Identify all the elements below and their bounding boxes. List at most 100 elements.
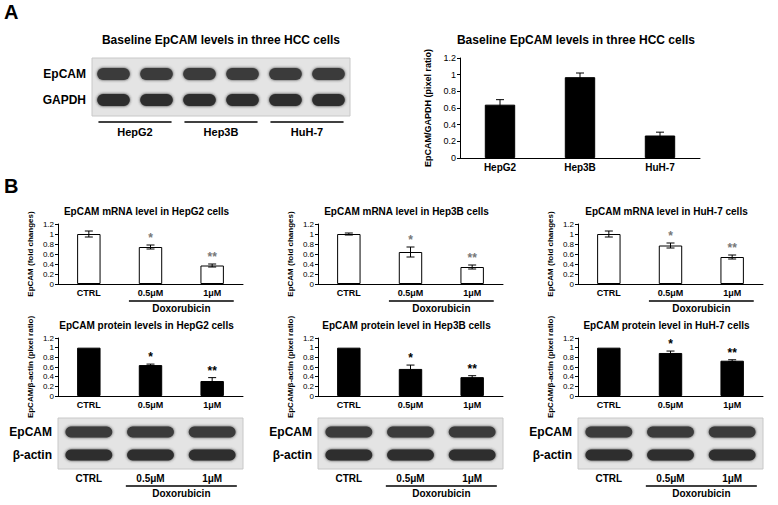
svg-text:1μM: 1μM	[203, 400, 221, 410]
svg-text:0.8: 0.8	[563, 240, 575, 249]
svg-text:Doxorubicin: Doxorubicin	[412, 303, 470, 314]
svg-text:0.8: 0.8	[303, 240, 315, 249]
svg-text:EpCAM (fold changes): EpCAM (fold changes)	[286, 211, 295, 297]
svg-text:HepG2: HepG2	[484, 162, 517, 173]
svg-text:EpCAM protein level in HuH-7 c: EpCAM protein level in HuH-7 cells	[583, 320, 750, 331]
svg-text:0.2: 0.2	[303, 382, 315, 391]
svg-text:1: 1	[50, 343, 55, 352]
svg-text:1: 1	[451, 70, 456, 80]
svg-text:0: 0	[50, 280, 55, 289]
svg-text:1.2: 1.2	[43, 334, 55, 343]
svg-text:**: **	[727, 346, 737, 360]
svg-text:0.5μM: 0.5μM	[138, 288, 164, 298]
svg-text:EpCAM/GAPDH (pixel ratio): EpCAM/GAPDH (pixel ratio)	[423, 49, 433, 167]
svg-text:0.4: 0.4	[43, 372, 55, 381]
svg-text:1.2: 1.2	[563, 334, 575, 343]
svg-text:1.2: 1.2	[443, 53, 456, 63]
svg-text:EpCAM (fold changes): EpCAM (fold changes)	[26, 211, 35, 297]
svg-text:CTRL: CTRL	[595, 473, 622, 484]
svg-text:*: *	[668, 337, 673, 351]
svg-text:0.6: 0.6	[563, 363, 575, 372]
svg-text:0.8: 0.8	[303, 353, 315, 362]
svg-text:1: 1	[310, 343, 315, 352]
svg-text:0.5μM: 0.5μM	[138, 400, 164, 410]
svg-text:1: 1	[50, 230, 55, 239]
svg-text:Doxorubicin: Doxorubicin	[672, 488, 730, 499]
svg-text:0.5μM: 0.5μM	[396, 473, 424, 484]
svg-text:CTRL: CTRL	[77, 288, 101, 298]
svg-text:**: **	[467, 362, 477, 376]
svg-text:0.4: 0.4	[563, 260, 575, 269]
svg-text:CTRL: CTRL	[337, 400, 361, 410]
svg-text:**: **	[207, 364, 217, 378]
svg-text:GAPDH: GAPDH	[43, 93, 86, 107]
svg-text:**: **	[727, 241, 737, 255]
svg-text:1μM: 1μM	[462, 473, 482, 484]
svg-text:Doxorubicin: Doxorubicin	[152, 303, 210, 314]
svg-text:*: *	[148, 231, 153, 245]
svg-text:0.5μM: 0.5μM	[398, 288, 424, 298]
svg-text:0.8: 0.8	[43, 353, 55, 362]
svg-text:EpCAM/β-actin (pixel ratio): EpCAM/β-actin (pixel ratio)	[286, 316, 295, 419]
svg-text:β-actin: β-actin	[273, 448, 312, 462]
svg-text:0.2: 0.2	[443, 136, 456, 146]
svg-text:Baseline EpCAM levels in three: Baseline EpCAM levels in three HCC cells	[102, 33, 340, 47]
svg-text:1.2: 1.2	[563, 220, 575, 229]
svg-text:*: *	[408, 351, 413, 365]
svg-text:EpCAM: EpCAM	[269, 425, 312, 439]
svg-text:EpCAM mRNA level in Hep3B cell: EpCAM mRNA level in Hep3B cells	[324, 206, 489, 217]
svg-text:1μM: 1μM	[203, 288, 221, 298]
svg-text:HuH-7: HuH-7	[291, 126, 323, 138]
svg-text:β-actin: β-actin	[13, 448, 52, 462]
svg-text:0.4: 0.4	[563, 372, 575, 381]
svg-text:1μM: 1μM	[463, 288, 481, 298]
svg-text:0.4: 0.4	[43, 260, 55, 269]
svg-text:EpCAM mRNA level in HepG2 cell: EpCAM mRNA level in HepG2 cells	[64, 206, 230, 217]
svg-text:0: 0	[310, 280, 315, 289]
svg-text:0.2: 0.2	[563, 270, 575, 279]
svg-text:1μM: 1μM	[463, 400, 481, 410]
svg-text:1: 1	[310, 230, 315, 239]
svg-text:Doxorubicin: Doxorubicin	[672, 303, 730, 314]
svg-text:0.6: 0.6	[443, 103, 456, 113]
svg-text:0.2: 0.2	[43, 382, 55, 391]
svg-text:1μM: 1μM	[723, 288, 741, 298]
svg-text:CTRL: CTRL	[597, 288, 621, 298]
svg-text:β-actin: β-actin	[533, 448, 572, 462]
svg-text:EpCAM: EpCAM	[9, 425, 52, 439]
svg-text:Hep3B: Hep3B	[564, 162, 596, 173]
svg-text:*: *	[148, 350, 153, 364]
svg-text:EpCAM: EpCAM	[43, 67, 86, 81]
svg-text:0.5μM: 0.5μM	[398, 400, 424, 410]
svg-text:0.2: 0.2	[303, 270, 315, 279]
svg-text:EpCAM mRNA level in HuH-7 cell: EpCAM mRNA level in HuH-7 cells	[585, 206, 748, 217]
svg-text:1μM: 1μM	[722, 473, 742, 484]
svg-text:0: 0	[310, 392, 315, 401]
svg-text:0.2: 0.2	[43, 270, 55, 279]
svg-text:0: 0	[50, 392, 55, 401]
svg-text:0.4: 0.4	[303, 372, 315, 381]
svg-text:1: 1	[570, 343, 575, 352]
svg-text:B: B	[4, 175, 18, 197]
svg-text:Doxorubicin: Doxorubicin	[152, 488, 210, 499]
svg-text:0.6: 0.6	[303, 250, 315, 259]
svg-text:1: 1	[570, 230, 575, 239]
svg-text:**: **	[207, 250, 217, 264]
svg-text:0.6: 0.6	[563, 250, 575, 259]
svg-text:0.6: 0.6	[43, 250, 55, 259]
svg-text:CTRL: CTRL	[75, 473, 102, 484]
svg-text:EpCAM/β-actin (pixel ratio): EpCAM/β-actin (pixel ratio)	[546, 316, 555, 419]
svg-text:0.4: 0.4	[443, 120, 456, 130]
svg-text:0.5μM: 0.5μM	[658, 400, 684, 410]
svg-text:HepG2: HepG2	[117, 126, 152, 138]
svg-text:1μM: 1μM	[723, 400, 741, 410]
svg-text:Doxorubicin: Doxorubicin	[412, 488, 470, 499]
svg-text:HuH-7: HuH-7	[645, 162, 675, 173]
svg-text:CTRL: CTRL	[337, 288, 361, 298]
svg-text:0.4: 0.4	[303, 260, 315, 269]
svg-text:1.2: 1.2	[43, 220, 55, 229]
svg-text:0: 0	[451, 153, 456, 163]
svg-text:Baseline EpCAM levels in three: Baseline EpCAM levels in three HCC cells	[457, 33, 695, 47]
svg-text:0.2: 0.2	[563, 382, 575, 391]
svg-text:0: 0	[570, 392, 575, 401]
